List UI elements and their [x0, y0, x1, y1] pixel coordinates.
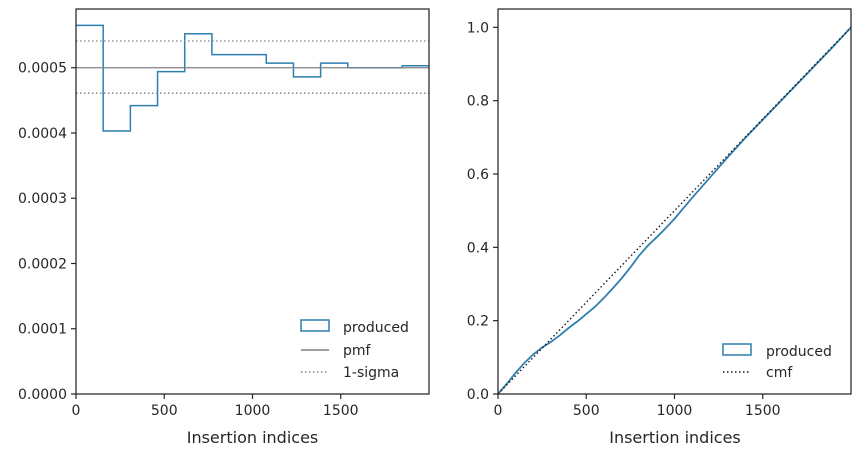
left-y-tick-label: 0.0004	[18, 126, 67, 142]
left-axes-frame	[75, 8, 430, 395]
right-plot-area	[497, 26, 852, 395]
left-x-tick-label: 500	[151, 403, 178, 419]
chart-left: 0 500 1000 1500 0.0000 0.0001 0.0002 0.0003 0.00…	[18, 8, 430, 447]
legend-swatch-produced	[300, 319, 330, 332]
right-x-tick-label: 1000	[657, 403, 693, 419]
right-x-axis-label: Insertion indices	[609, 428, 741, 447]
legend-label-pmf: pmf	[343, 343, 372, 359]
left-plot-area	[76, 24, 429, 132]
left-y-tick-label: 0.0000	[18, 387, 67, 403]
right-y-tick-label: 1.0	[467, 20, 489, 36]
left-y-tick-label: 0.0003	[18, 191, 67, 207]
legend-label-1-sigma: 1-sigma	[343, 365, 399, 381]
right-axis-ticks: 0 500 1000 1500 0.0 0.2 0.4 0.6 0.8 1.0	[467, 20, 781, 419]
right-axes-frame	[497, 8, 852, 395]
left-x-tick-label: 1500	[323, 403, 359, 419]
chart-right: 0 500 1000 1500 0.0 0.2 0.4 0.6 0.8 1.0 Insertion…	[467, 8, 852, 447]
left-x-tick-label: 0	[72, 403, 81, 419]
right-legend: produced cmf	[722, 343, 832, 381]
right-x-tick-label: 1500	[745, 403, 781, 419]
left-x-tick-label: 1000	[235, 403, 271, 419]
left-axis-ticks: 0 500 1000 1500 0.0000 0.0001 0.0002 0.0003 0.00…	[18, 61, 359, 419]
right-y-tick-label: 0.2	[467, 314, 489, 330]
right-y-tick-label: 0.8	[467, 94, 489, 110]
right-y-tick-label: 0.6	[467, 167, 489, 183]
legend-label-produced-right: produced	[766, 344, 832, 360]
left-y-tick-label: 0.0001	[18, 322, 67, 338]
right-y-tick-label: 0.0	[467, 387, 489, 403]
right-y-tick-label: 0.4	[467, 240, 489, 256]
left-y-tick-label: 0.0005	[18, 61, 67, 77]
legend-swatch-produced-right	[722, 343, 752, 356]
left-x-axis-label: Insertion indices	[187, 428, 319, 447]
series-cmf-line	[497, 26, 852, 395]
right-x-tick-label: 0	[494, 403, 503, 419]
left-legend: produced pmf 1-sigma	[300, 319, 409, 381]
right-x-tick-label: 500	[573, 403, 600, 419]
legend-label-produced: produced	[343, 320, 409, 336]
legend-label-cmf: cmf	[766, 365, 793, 381]
left-y-tick-label: 0.0002	[18, 256, 67, 272]
